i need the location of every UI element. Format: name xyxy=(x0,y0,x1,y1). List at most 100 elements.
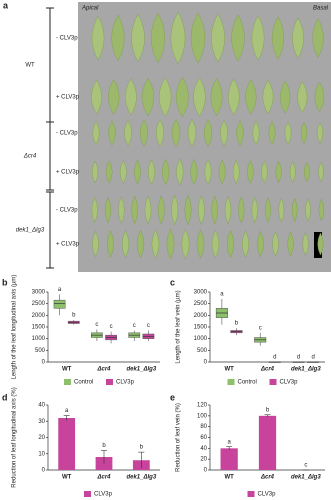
leaf xyxy=(204,159,212,185)
leaf xyxy=(119,159,127,185)
legend-swatch xyxy=(247,491,255,497)
significance-letter: c xyxy=(304,463,307,469)
x-tick-label: dek1_Δlg3 xyxy=(291,475,321,481)
y-tick-label: 1500 xyxy=(194,325,208,331)
leaf xyxy=(184,194,192,226)
leaf xyxy=(158,77,172,117)
leaf xyxy=(297,81,308,113)
leaf xyxy=(220,119,228,147)
leaf xyxy=(125,78,137,116)
leaf xyxy=(211,195,218,225)
leaf xyxy=(211,229,220,259)
y-tick-label: 500 xyxy=(197,348,208,354)
x-tick-label: dek1_Δlg3 xyxy=(126,475,156,481)
legend-swatch xyxy=(64,379,71,385)
y-tick-label: 20 xyxy=(200,457,207,463)
leaf xyxy=(142,77,154,117)
bar xyxy=(58,418,76,470)
bar xyxy=(220,448,238,470)
leaf xyxy=(252,120,260,146)
panel-label: b xyxy=(2,277,8,287)
significance-letter: a xyxy=(58,287,62,293)
legend-label: CLV3p xyxy=(116,380,135,386)
y-tick-label: 1000 xyxy=(32,336,46,342)
leaf xyxy=(181,228,190,260)
leaf xyxy=(147,159,156,185)
leaf xyxy=(238,196,245,224)
leaf xyxy=(279,80,291,114)
leaf xyxy=(105,160,113,184)
y-tick-label: 2500 xyxy=(194,301,208,307)
leaf xyxy=(227,78,240,116)
x-tick-label: WT xyxy=(62,367,72,373)
significance-letter: a xyxy=(220,292,224,298)
row-label: - CLV3p xyxy=(56,208,78,214)
y-tick-label: 100 xyxy=(197,413,208,419)
legend-swatch xyxy=(106,379,113,385)
bar xyxy=(258,415,277,470)
leaf xyxy=(91,79,102,115)
significance-letter: d xyxy=(311,355,314,361)
leaf xyxy=(144,195,152,225)
leaf xyxy=(271,16,285,60)
photo-label: Basal xyxy=(313,6,329,12)
leaf xyxy=(257,230,264,258)
leaf xyxy=(124,119,132,147)
significance-letter: c xyxy=(259,325,262,331)
y-tick-label: 0 xyxy=(42,360,46,366)
x-tick-label: WT xyxy=(225,475,235,481)
leaf xyxy=(210,77,223,117)
leaf xyxy=(108,120,116,146)
group-label: Δcr4 xyxy=(23,154,37,160)
leaf xyxy=(312,18,324,58)
x-tick-label: WT xyxy=(225,367,235,373)
legend-label: CLV3p xyxy=(94,492,113,498)
leaf xyxy=(118,196,125,224)
significance-letter: a xyxy=(227,439,231,445)
leaf xyxy=(131,195,138,225)
leaf xyxy=(265,197,271,223)
leaf xyxy=(91,196,98,224)
leaf xyxy=(176,158,184,186)
significance-letter: c xyxy=(147,323,150,329)
y-tick-label: 80 xyxy=(200,424,207,430)
y-axis-label: Reduction of leaf longitudinal axis (%) xyxy=(12,387,18,487)
leaf xyxy=(241,230,250,258)
leaf xyxy=(150,12,166,64)
leaf xyxy=(190,12,206,64)
leaf xyxy=(236,120,244,146)
row-label: + CLV3p xyxy=(56,95,80,101)
legend-label: Control xyxy=(74,380,93,386)
significance-letter: d xyxy=(297,355,300,361)
leaf xyxy=(278,197,285,223)
leaf xyxy=(305,198,311,222)
legend-label: CLV3p xyxy=(258,492,277,498)
y-tick-label: 30 xyxy=(38,419,45,425)
leaf xyxy=(232,159,240,185)
panel-label: a xyxy=(3,0,9,10)
x-tick-label: Δcr4 xyxy=(260,367,275,373)
leaf xyxy=(203,119,213,147)
group-label: WT xyxy=(25,63,35,69)
significance-letter: b xyxy=(266,407,270,413)
leaf xyxy=(272,231,279,257)
leaf xyxy=(108,79,120,115)
leaf xyxy=(287,231,294,257)
leaf xyxy=(218,159,226,185)
leaf xyxy=(151,229,160,259)
leaf xyxy=(193,77,206,117)
leaf xyxy=(268,121,276,145)
leaf xyxy=(303,161,310,183)
x-tick-label: WT xyxy=(62,475,72,481)
leaf xyxy=(261,160,268,184)
legend-label: Control xyxy=(238,380,257,386)
significance-letter: b xyxy=(102,443,106,449)
y-tick-label: 60 xyxy=(200,435,207,441)
significance-letter: c xyxy=(133,323,136,329)
leaf xyxy=(92,230,99,258)
x-tick-label: Δcr4 xyxy=(96,475,111,481)
leaf xyxy=(317,232,324,256)
leaf xyxy=(316,122,324,144)
y-tick-label: 500 xyxy=(35,348,46,354)
x-tick-label: dek1_Δlg3 xyxy=(126,367,156,373)
